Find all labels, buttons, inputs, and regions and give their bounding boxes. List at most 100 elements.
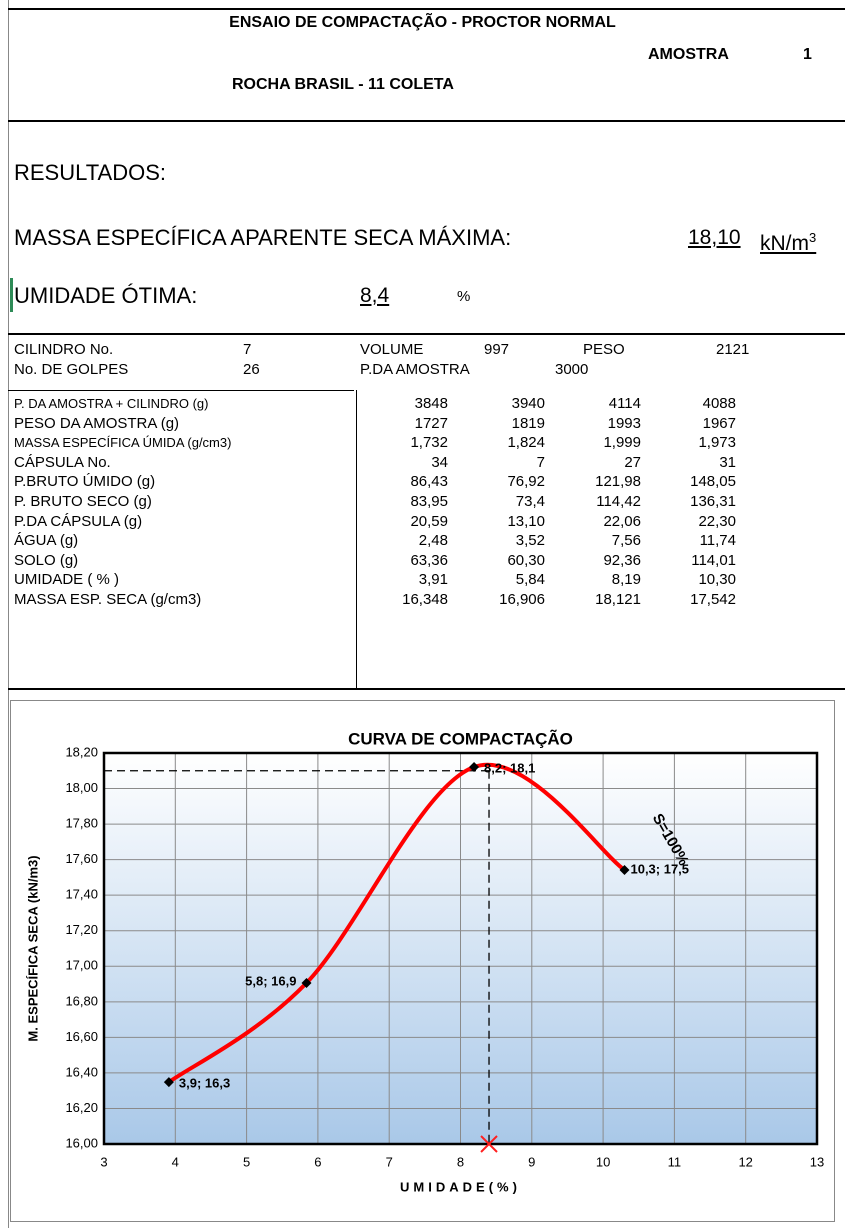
x-tick-label: 6 — [314, 1154, 321, 1169]
row-label: ÁGUA (g) — [14, 532, 79, 550]
cell: 1993 — [607, 414, 641, 432]
point-label: 8,2; 18,1 — [484, 760, 535, 775]
cell: 114,01 — [691, 551, 736, 569]
cell: 136,31 — [690, 493, 736, 510]
cell: 22,06 — [603, 512, 641, 530]
point — [301, 977, 312, 988]
cell: 27 — [624, 453, 641, 471]
cell: 10,30 — [698, 571, 736, 589]
results-rule — [8, 333, 845, 335]
density-unit-exponent: 3 — [809, 230, 817, 245]
info-cell: 26 — [243, 361, 260, 378]
cell: 148,05 — [690, 473, 736, 491]
cell: 16,906 — [499, 591, 545, 608]
cell: 34 — [431, 453, 448, 471]
info-cell: CILINDRO No. — [14, 341, 114, 358]
cell: 1,999 — [603, 434, 641, 452]
cell: 13,10 — [507, 512, 545, 530]
point — [469, 762, 480, 773]
moisture-unit: % — [457, 288, 471, 305]
cell: 92,36 — [603, 551, 641, 569]
info-cell: 997 — [484, 341, 510, 358]
x-tick-label: 12 — [738, 1154, 752, 1169]
cell: 5,84 — [515, 571, 545, 589]
subtitle: ROCHA BRASIL - 11 COLETA — [232, 76, 454, 93]
row-label: P. BRUTO SECO (g) — [14, 493, 152, 510]
x-tick-label: 5 — [243, 1154, 250, 1169]
y-tick-label: 18,20 — [65, 744, 98, 759]
results-heading: RESULTADOS: — [14, 160, 166, 185]
row-label: UMIDADE ( % ) — [14, 571, 119, 589]
left-border — [8, 0, 9, 1228]
cell: 3,91 — [418, 571, 448, 589]
cell: 63,36 — [410, 551, 448, 569]
y-tick-label: 17,60 — [65, 851, 98, 866]
info-cell: PESO — [583, 341, 625, 358]
cell: 3,52 — [515, 532, 545, 550]
cell: 17,542 — [690, 591, 736, 608]
x-tick-label: 4 — [172, 1154, 179, 1169]
row-label: MASSA ESPECÍFICA ÚMIDA (g/cm3) — [14, 435, 232, 451]
y-tick-label: 16,20 — [65, 1100, 98, 1115]
plot-border — [102, 751, 819, 1146]
x-tick-label: 13 — [810, 1154, 824, 1169]
cell: 16,348 — [402, 591, 448, 608]
y-tick-label: 17,80 — [65, 816, 98, 831]
cell: 8,19 — [611, 571, 641, 589]
cell: 11,74 — [699, 532, 736, 550]
cell: 3848 — [414, 395, 448, 412]
cell: 1819 — [511, 414, 545, 432]
sample-label: AMOSTRA — [648, 46, 729, 63]
row-label: MASSA ESP. SECA (g/cm3) — [14, 591, 202, 608]
info-cell: VOLUME — [360, 341, 424, 358]
cell: 3940 — [511, 395, 545, 412]
point — [163, 1077, 174, 1088]
x-tick-label: 3 — [100, 1154, 107, 1169]
cell: 1,732 — [410, 434, 448, 452]
cell: 114,42 — [596, 493, 641, 510]
cell: 1727 — [414, 414, 448, 432]
table-divider — [356, 390, 357, 688]
y-tick-label: 18,00 — [65, 780, 98, 795]
x-tick-label: 8 — [457, 1154, 464, 1169]
header-rule — [8, 120, 845, 122]
moisture-label: UMIDADE ÓTIMA: — [14, 283, 198, 308]
point-label: 3,9; 16,3 — [179, 1076, 230, 1091]
point — [619, 864, 630, 875]
row-label: PESO DA AMOSTRA (g) — [14, 414, 180, 432]
cell: 86,43 — [410, 473, 448, 491]
row-label: P. DA AMOSTRA + CILINDRO (g) — [14, 396, 209, 411]
info-cell: 3000 — [555, 361, 589, 378]
moisture-value: 8,4 — [360, 284, 390, 307]
density-label: MASSA ESPECÍFICA APARENTE SECA MÁXIMA: — [14, 225, 512, 250]
point-label: 5,8; 16,9 — [245, 973, 296, 988]
optimum-marker — [480, 1135, 498, 1153]
row-label: CÁPSULA No. — [14, 453, 111, 471]
cell: 1967 — [702, 414, 736, 432]
x-tick-label: 11 — [668, 1154, 682, 1169]
y-tick-label: 17,20 — [65, 922, 98, 937]
cell: 31 — [719, 453, 736, 471]
table-rule — [8, 390, 354, 391]
cell: 1,824 — [507, 434, 545, 452]
x-tick-label: 10 — [596, 1154, 610, 1169]
info-cell: 2121 — [716, 341, 750, 358]
row-label: P.DA CÁPSULA (g) — [14, 512, 143, 530]
cell: 1,973 — [698, 434, 736, 452]
x-axis-label: UMIDADE(%) — [400, 1179, 521, 1194]
x-tick-label: 7 — [386, 1154, 393, 1169]
cell: 83,95 — [410, 493, 448, 510]
cell-marker — [10, 278, 13, 312]
chart-title: CURVA DE COMPACTAÇÃO — [348, 728, 573, 748]
curve — [167, 762, 626, 1084]
density-unit: kN/m3 — [760, 230, 817, 255]
x-tick-label: 9 — [528, 1154, 535, 1169]
y-axis-label: M. ESPECÍFICA SECA (kN/m3) — [25, 855, 40, 1041]
row-label: P.BRUTO ÚMIDO (g) — [14, 473, 156, 491]
y-tick-label: 17,00 — [65, 958, 98, 973]
y-tick-label: 16,40 — [65, 1064, 98, 1079]
row-label: SOLO (g) — [14, 551, 79, 569]
chart: 16,00 16,20 16,40 16,60 16,80 17,00 17,20 17,40… — [10, 700, 835, 1222]
y-tick-label: 16,00 — [65, 1135, 98, 1150]
info-cell: P.DA AMOSTRA — [360, 361, 470, 378]
